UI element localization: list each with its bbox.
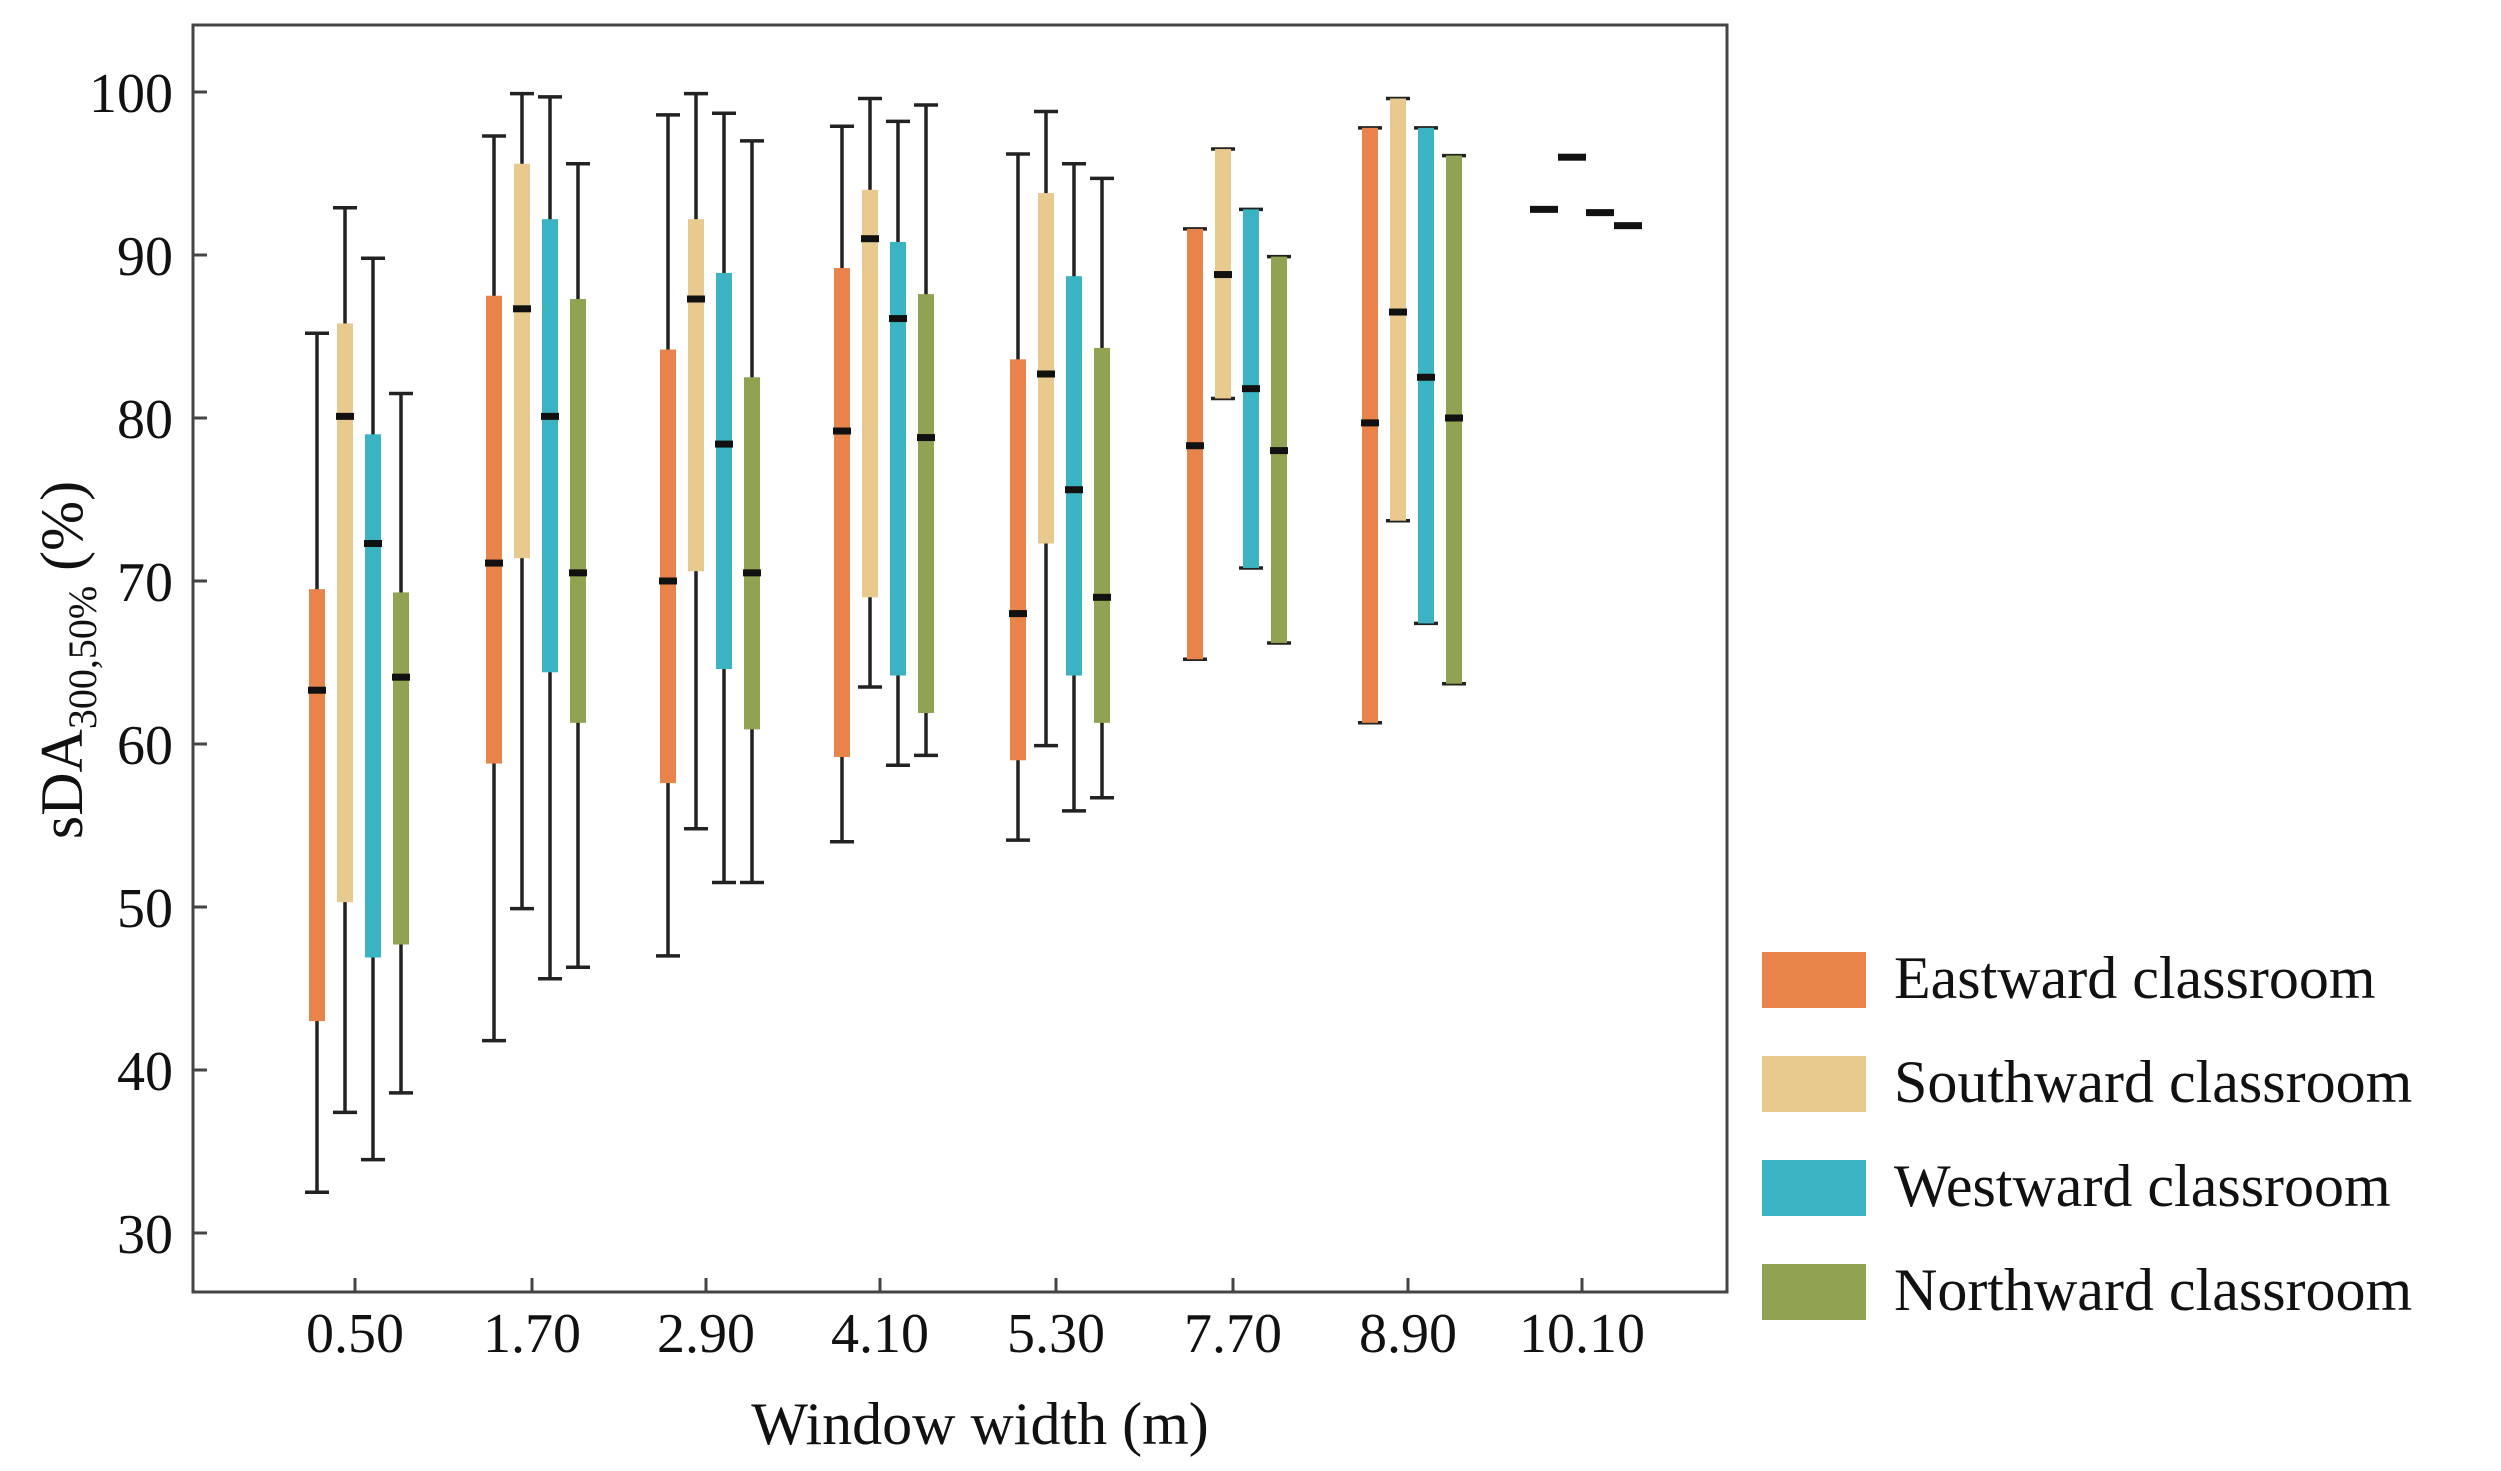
box-iqr <box>486 295 502 764</box>
x-tick-label: 10.10 <box>1519 1303 1645 1365</box>
box-iqr <box>1038 193 1054 544</box>
box-iqr <box>337 323 353 903</box>
median-marker <box>1186 442 1204 450</box>
box-iqr <box>1010 359 1026 761</box>
x-tick-label: 2.90 <box>657 1303 755 1365</box>
y-tick-label: 40 <box>117 1041 173 1103</box>
median-marker <box>889 315 907 323</box>
box-iqr <box>660 349 676 784</box>
box-iqr <box>514 163 530 559</box>
box-iqr <box>309 589 325 1022</box>
median-marker <box>1417 373 1435 381</box>
y-axis: 30 40 50 60 70 80 90 100 <box>89 63 207 1266</box>
median-marker <box>917 434 935 442</box>
legend-label-eastward: Eastward classroom <box>1894 945 2376 1011</box>
median-marker <box>1614 222 1642 230</box>
box-iqr <box>570 299 586 723</box>
y-axis-title-unit: (%) <box>29 481 95 586</box>
median-marker <box>659 577 677 585</box>
y-tick-label: 90 <box>117 226 173 288</box>
median-marker <box>364 540 382 548</box>
x-tick-label: 8.90 <box>1359 1303 1457 1365</box>
legend-label-southward: Southward classroom <box>1894 1049 2412 1115</box>
box-iqr <box>716 272 732 670</box>
y-tick-label: 60 <box>117 715 173 777</box>
box-series-layer <box>305 91 1642 1194</box>
y-tick-label: 50 <box>117 878 173 940</box>
median-marker <box>1242 385 1260 393</box>
x-tick-label: 0.50 <box>306 1303 404 1365</box>
box-iqr <box>890 241 906 676</box>
median-marker <box>1037 370 1055 378</box>
box-iqr <box>393 592 409 945</box>
x-tick-label: 1.70 <box>483 1303 581 1365</box>
median-marker <box>1389 308 1407 316</box>
y-tick-label: 100 <box>89 63 173 125</box>
y-axis-title-main: sDA <box>29 729 95 839</box>
median-marker <box>1586 209 1614 217</box>
legend-swatch-southward <box>1762 1056 1866 1112</box>
box-series-southward <box>333 91 1586 1115</box>
legend-label-westward: Westward classroom <box>1894 1153 2391 1219</box>
median-marker <box>541 412 559 420</box>
median-marker <box>336 412 354 420</box>
x-tick-label: 7.70 <box>1184 1303 1282 1365</box>
plot-frame <box>191 23 1729 1294</box>
median-marker <box>715 440 733 448</box>
box-iqr <box>688 219 704 572</box>
box-iqr <box>918 294 934 714</box>
median-marker <box>1270 447 1288 455</box>
median-marker <box>569 569 587 577</box>
median-marker <box>833 427 851 435</box>
box-iqr <box>834 268 850 758</box>
y-tick-label: 30 <box>117 1204 173 1266</box>
box-series-northward <box>389 103 1642 1095</box>
legend-swatch-westward <box>1762 1160 1866 1216</box>
median-marker <box>392 673 410 681</box>
x-tick-label: 4.10 <box>831 1303 929 1365</box>
box-iqr <box>1094 347 1110 723</box>
box-iqr <box>542 219 558 673</box>
box-series-westward <box>361 95 1614 1162</box>
median-marker <box>1065 486 1083 494</box>
legend: Eastward classroom Southward classroom W… <box>1762 945 2412 1323</box>
median-marker <box>1214 271 1232 279</box>
y-axis-title-subscript: 300,50% <box>60 586 105 729</box>
median-marker <box>485 559 503 567</box>
box-iqr <box>862 189 878 598</box>
x-axis: 0.50 1.70 2.90 4.10 5.30 7.70 8.90 10.10 <box>306 1278 1645 1365</box>
median-marker <box>1361 419 1379 427</box>
median-marker <box>1530 205 1558 213</box>
y-tick-label: 80 <box>117 389 173 451</box>
y-tick-label: 70 <box>117 552 173 614</box>
median-marker <box>861 235 879 243</box>
median-marker <box>687 295 705 303</box>
legend-label-northward: Northward classroom <box>1894 1257 2412 1323</box>
y-axis-title: sDA300,50% (%) <box>29 481 105 839</box>
median-marker <box>743 569 761 577</box>
x-tick-label: 5.30 <box>1007 1303 1105 1365</box>
legend-swatch-northward <box>1762 1264 1866 1320</box>
box-iqr <box>365 434 381 958</box>
box-series-eastward <box>305 113 1558 1194</box>
box-iqr <box>744 377 760 730</box>
legend-swatch-eastward <box>1762 952 1866 1008</box>
median-marker <box>1009 610 1027 618</box>
median-marker <box>513 305 531 313</box>
median-marker <box>1093 593 1111 601</box>
box-iqr <box>1066 276 1082 676</box>
median-marker <box>1445 414 1463 422</box>
x-axis-title: Window width (m) <box>751 1391 1209 1457</box>
median-marker <box>308 686 326 694</box>
median-marker <box>1558 153 1586 161</box>
